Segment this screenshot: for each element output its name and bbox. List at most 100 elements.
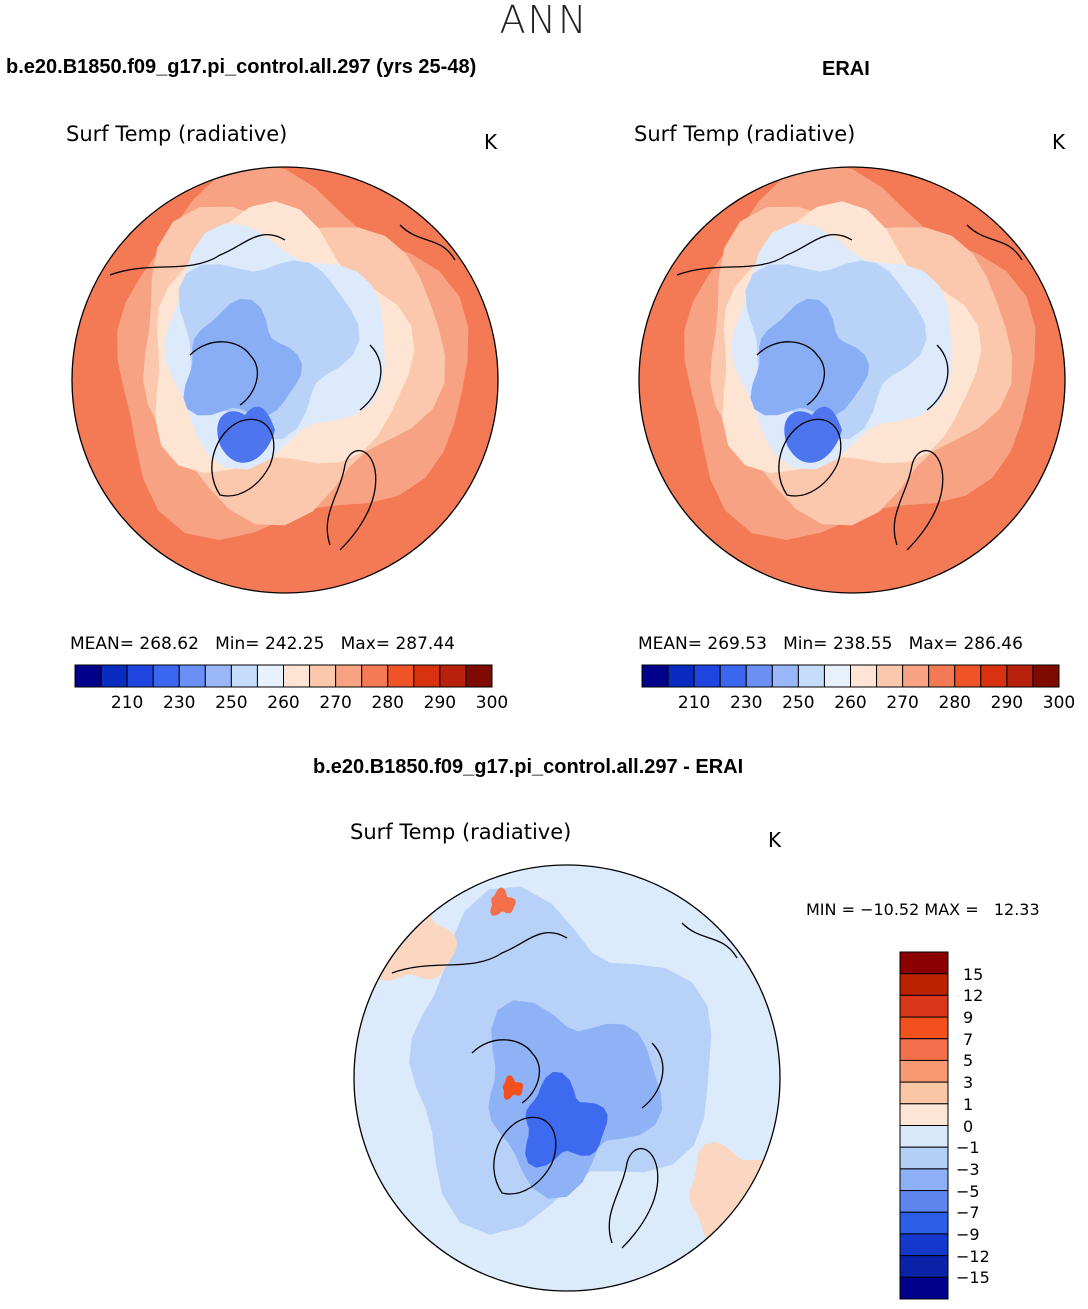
units-label-obs: K bbox=[1052, 130, 1066, 154]
diff-stats: MIN = −10.52 MAX = 12.33 bbox=[806, 900, 1040, 919]
colorbar-box bbox=[745, 664, 773, 688]
polar-map-model bbox=[71, 166, 499, 594]
coastline bbox=[893, 449, 944, 551]
colorbar-tick-label: 260 bbox=[267, 693, 300, 713]
colorbar-box bbox=[100, 664, 128, 688]
colorbar-box bbox=[693, 664, 721, 688]
colorbar-tick-label: −12 bbox=[956, 1246, 990, 1266]
colorbar-box bbox=[928, 664, 956, 688]
colorbar-box bbox=[899, 1125, 949, 1148]
colorbar-box bbox=[980, 664, 1008, 688]
temp-band-cold bbox=[183, 298, 303, 416]
coastline bbox=[493, 1116, 557, 1195]
colorbar-box bbox=[899, 1190, 949, 1213]
colorbar-box bbox=[152, 664, 180, 688]
colorbar-tick-label: 280 bbox=[938, 693, 971, 713]
colorbar-ticks-diff: 15 12 9 7 5 3 1 0 −1 −3 −5 −7 −9 −12 −15 bbox=[956, 952, 1056, 1299]
colorbar-tick-label: 0 bbox=[963, 1116, 974, 1136]
min-value: 238.55 bbox=[832, 634, 893, 654]
polar-map-diff bbox=[353, 864, 781, 1292]
max-label: Max= bbox=[340, 634, 391, 654]
max-label: Max= bbox=[908, 634, 959, 654]
colorbar-model bbox=[74, 664, 493, 688]
mean-value: 269.53 bbox=[707, 634, 767, 654]
colorbar-diff bbox=[899, 951, 949, 1300]
colorbar-box bbox=[850, 664, 878, 688]
colorbar-box bbox=[899, 1211, 949, 1235]
coastline bbox=[391, 932, 568, 974]
colorbar-box bbox=[126, 664, 154, 688]
colorbar-box bbox=[641, 664, 669, 688]
diff-max-label: MAX = bbox=[924, 900, 979, 919]
coastline bbox=[641, 1042, 664, 1109]
colorbar-tick-label: −3 bbox=[956, 1159, 980, 1179]
min-value: 242.25 bbox=[264, 634, 325, 654]
case-title-obs: ERAI bbox=[822, 58, 870, 80]
colorbar-box bbox=[439, 664, 467, 688]
mean-label: MEAN= bbox=[638, 634, 702, 654]
colorbar-tick-label: 1 bbox=[963, 1094, 974, 1114]
colorbar-tick-label: 270 bbox=[886, 693, 919, 713]
colorbar-box bbox=[899, 1146, 949, 1170]
temp-band-cold bbox=[750, 298, 870, 416]
variable-label-obs: Surf Temp (radiative) bbox=[634, 122, 856, 146]
colorbar-tick-label: −1 bbox=[956, 1138, 980, 1158]
colorbar-box bbox=[178, 664, 206, 688]
colorbar-box bbox=[899, 1103, 949, 1126]
season-title: ANN bbox=[499, 0, 589, 42]
coastline bbox=[966, 224, 1023, 261]
mean-value: 268.62 bbox=[139, 634, 199, 654]
colorbar-box bbox=[823, 664, 851, 688]
diff-warm-spot bbox=[490, 887, 516, 916]
colorbar-box bbox=[74, 664, 102, 688]
colorbar-tick-label: −15 bbox=[956, 1268, 990, 1288]
coastline bbox=[211, 418, 275, 497]
colorbar-box bbox=[876, 664, 904, 688]
colorbar-tick-label: 260 bbox=[834, 693, 867, 713]
coastline bbox=[778, 418, 842, 497]
colorbar-box bbox=[667, 664, 695, 688]
polar-map-obs bbox=[638, 166, 1066, 594]
colorbar-tick-label: 3 bbox=[963, 1073, 974, 1093]
coastline bbox=[326, 449, 377, 551]
case-title-model: b.e20.B1850.f09_g17.pi_control.all.297 (… bbox=[6, 56, 477, 78]
colorbar-box bbox=[899, 1081, 949, 1105]
colorbar-tick-label: 250 bbox=[215, 693, 248, 713]
map-outline bbox=[638, 166, 1066, 594]
colorbar-box bbox=[899, 1038, 949, 1061]
variable-label-diff: Surf Temp (radiative) bbox=[350, 820, 572, 844]
colorbar-tick-label: 15 bbox=[963, 964, 984, 984]
colorbar-obs bbox=[641, 664, 1060, 688]
min-label: Min= bbox=[783, 634, 828, 654]
stats-obs: MEAN= 269.53 Min= 238.55 Max= 286.46 bbox=[638, 634, 1023, 654]
units-label-diff: K bbox=[768, 828, 782, 852]
colorbar-box bbox=[797, 664, 825, 688]
diff-cold-core bbox=[525, 1071, 608, 1168]
colorbar-box bbox=[899, 994, 949, 1018]
max-value: 287.44 bbox=[395, 634, 455, 654]
map-outline bbox=[71, 166, 499, 594]
stats-model: MEAN= 268.62 Min= 242.25 Max= 287.44 bbox=[70, 634, 455, 654]
diff-max-value: 12.33 bbox=[993, 900, 1040, 919]
colorbar-tick-label: 12 bbox=[963, 986, 984, 1006]
colorbar-tick-label: 300 bbox=[475, 693, 509, 713]
colorbar-tick-label: 270 bbox=[319, 693, 352, 713]
colorbar-box bbox=[309, 664, 337, 688]
colorbar-tick-label: 210 bbox=[677, 693, 711, 713]
diff-min-value: −10.52 bbox=[860, 900, 920, 919]
colorbar-box bbox=[899, 1255, 949, 1278]
colorbar-ticks-model: 210 230 250 260 270 280 290 300 bbox=[0, 693, 1088, 717]
diff-min-label: MIN = bbox=[806, 900, 855, 919]
colorbar-box bbox=[335, 664, 363, 688]
colorbar-box bbox=[283, 664, 311, 688]
units-label-model: K bbox=[484, 130, 498, 154]
map-outline bbox=[353, 864, 781, 1292]
colorbar-box bbox=[361, 664, 389, 688]
colorbar-box bbox=[1032, 664, 1060, 688]
colorbar-box bbox=[899, 973, 949, 996]
colorbar-box bbox=[954, 664, 982, 688]
colorbar-tick-label: 5 bbox=[963, 1051, 974, 1071]
coastline bbox=[926, 344, 949, 411]
colorbar-box bbox=[230, 664, 258, 688]
colorbar-ticks-obs: 210 230 250 260 270 280 290 300 bbox=[0, 693, 1088, 717]
